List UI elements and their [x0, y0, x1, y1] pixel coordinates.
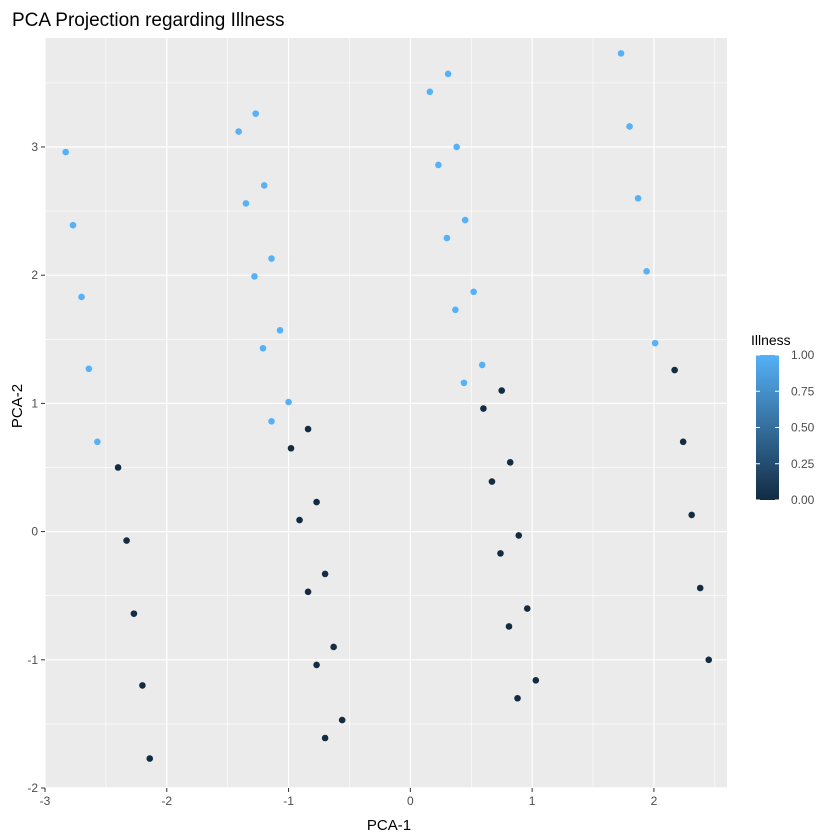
data-point — [313, 498, 320, 506]
data-point — [304, 588, 312, 596]
colorbar-tick-label: 0.25 — [791, 457, 815, 471]
data-point — [242, 200, 250, 207]
data-point — [252, 110, 259, 117]
plot-panel — [44, 38, 727, 789]
data-point — [304, 425, 312, 433]
y-tick-label: 0 — [31, 525, 38, 539]
colorbar-ticks: 0.00 0.25 0.50 0.75 1.00 — [756, 348, 815, 507]
data-point — [461, 216, 469, 224]
x-tick-label: -2 — [161, 794, 172, 808]
data-point — [296, 516, 303, 524]
data-point — [94, 438, 101, 446]
y-tick-label: 1 — [31, 396, 38, 410]
data-point — [498, 387, 505, 394]
data-point — [651, 339, 659, 347]
data-point — [260, 182, 268, 189]
x-tick-label: 1 — [529, 794, 536, 808]
data-point — [617, 50, 625, 57]
x-tick-label: 2 — [651, 794, 658, 808]
data-point — [480, 405, 487, 412]
x-tick-label: -3 — [40, 794, 51, 808]
data-point — [497, 550, 504, 557]
data-point — [62, 148, 70, 156]
data-point — [268, 418, 275, 425]
data-point — [235, 128, 242, 135]
x-axis-ticks: -3 -2 -1 0 1 2 — [40, 788, 658, 808]
data-point — [634, 194, 642, 202]
data-point — [514, 694, 521, 702]
data-point — [453, 143, 460, 151]
data-point — [251, 273, 258, 280]
data-point — [626, 123, 633, 130]
data-point — [679, 438, 687, 446]
x-tick-label: 0 — [407, 794, 414, 808]
data-point — [338, 716, 346, 724]
data-point — [259, 344, 267, 352]
colorbar-tick-label: 0.50 — [791, 421, 815, 435]
colorbar — [756, 355, 779, 500]
data-point — [488, 478, 496, 485]
data-point — [78, 293, 85, 301]
legend-title: Illness — [751, 332, 791, 348]
data-points — [62, 50, 713, 762]
x-tick-label: -1 — [283, 794, 294, 808]
colorbar-tick-label: 0.75 — [791, 384, 815, 398]
data-point — [268, 255, 275, 262]
data-point — [313, 661, 320, 669]
data-point — [123, 537, 130, 544]
data-point — [285, 398, 292, 406]
data-point — [130, 610, 138, 617]
data-point — [287, 444, 295, 452]
data-point — [426, 88, 434, 96]
data-point — [452, 306, 459, 314]
colorbar-tick-label: 1.00 — [791, 348, 815, 362]
chart-title: PCA Projection regarding Illness — [12, 10, 284, 31]
data-point — [321, 570, 329, 578]
y-tick-label: 2 — [31, 268, 38, 282]
data-point — [114, 464, 122, 471]
data-point — [321, 734, 329, 742]
data-point — [139, 682, 146, 689]
y-tick-label: -2 — [27, 781, 38, 795]
data-point — [460, 379, 468, 387]
data-point — [643, 268, 650, 275]
data-point — [435, 161, 442, 169]
color-legend: Illness 0.00 0.25 0.50 0.75 1.00 — [751, 332, 815, 507]
y-axis-title: PCA-2 — [9, 384, 26, 428]
data-point — [506, 459, 514, 466]
x-axis-title: PCA-1 — [367, 817, 411, 834]
data-point — [515, 532, 523, 539]
y-tick-label: 3 — [31, 140, 38, 154]
y-axis-ticks: -2 -1 0 1 2 3 — [27, 140, 45, 795]
data-point — [505, 623, 513, 630]
data-point — [478, 361, 486, 369]
data-point — [705, 656, 713, 664]
data-point — [671, 366, 678, 374]
colorbar-tick-label: 0.00 — [791, 493, 815, 507]
y-tick-label: -1 — [27, 653, 38, 667]
panel-background — [45, 38, 727, 788]
data-point — [330, 643, 337, 651]
data-point — [688, 511, 695, 519]
data-point — [444, 70, 452, 78]
data-point — [532, 677, 540, 684]
data-point — [276, 327, 284, 334]
data-point — [696, 584, 704, 592]
data-point — [470, 288, 477, 296]
data-point — [69, 221, 77, 229]
data-point — [443, 234, 451, 242]
data-point — [85, 365, 93, 373]
data-point — [146, 755, 154, 762]
data-point — [523, 605, 531, 612]
